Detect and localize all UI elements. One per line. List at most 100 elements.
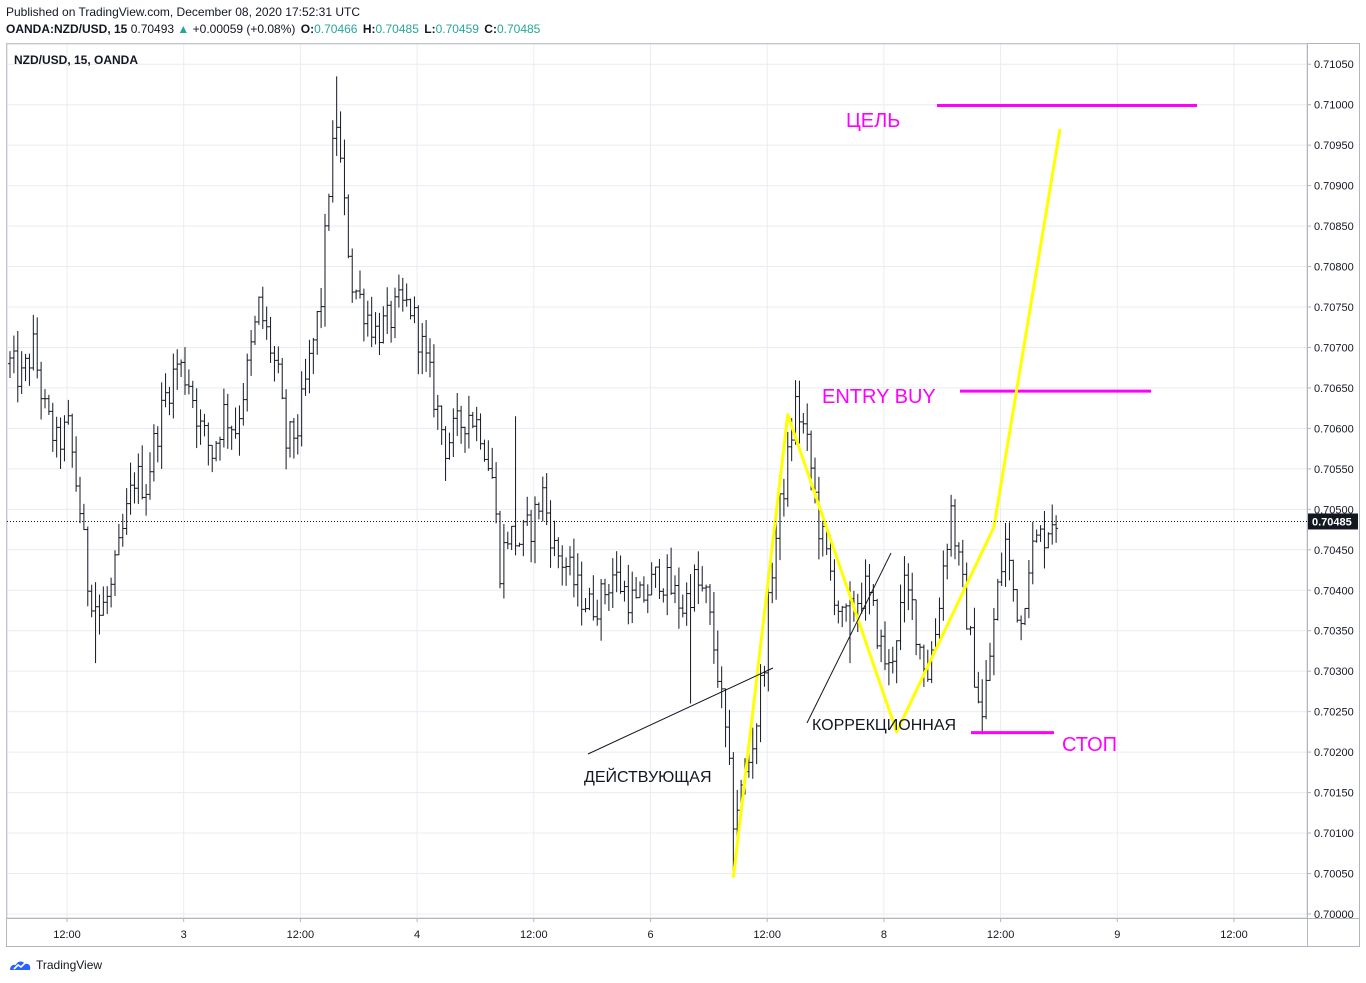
plot-area[interactable]: [6, 43, 1308, 919]
ohlc-bar: [960, 539, 965, 588]
ohlc-bar: [490, 447, 495, 479]
ohlc-bar: [731, 752, 736, 878]
price-tick-label: 0.70900: [1314, 181, 1354, 193]
ohlc-bar: [93, 582, 98, 664]
price-tick-label: 0.70150: [1314, 788, 1354, 800]
ohlc-bar: [463, 426, 467, 453]
ohlc-bar: [354, 289, 359, 300]
ohlc-bar: [470, 411, 475, 429]
ohlc-bar: [634, 576, 639, 599]
ohlc-bar: [299, 371, 304, 447]
ohlc-bar: [1046, 532, 1051, 549]
ohlc-bar: [902, 556, 907, 623]
ohlc-bar: [735, 789, 740, 838]
ohlc-bar: [603, 578, 607, 605]
ohlc-bar: [393, 287, 397, 339]
price-tick-label: 0.70800: [1314, 262, 1354, 274]
ohlc-bar: [253, 315, 257, 345]
ohlc-bar: [1019, 615, 1024, 641]
ohlc-bar: [501, 524, 506, 599]
ohlc-bar: [886, 649, 891, 686]
ohlc-bar: [334, 76, 339, 156]
ohlc-bar: [661, 588, 666, 603]
entry-buy-label: ENTRY BUY: [822, 386, 936, 408]
ohlc-bar: [404, 283, 409, 307]
ohlc-bar: [956, 542, 961, 566]
ohlc-bar: [183, 347, 187, 395]
last-price-value: 0.70493: [130, 22, 175, 36]
price-tick-label: 0.71050: [1314, 59, 1354, 71]
ohlc-bar: [968, 625, 973, 636]
ohlc-bar: [708, 583, 712, 625]
ohlc-bar: [875, 598, 880, 649]
ohlc-bar: [319, 287, 324, 329]
ohlc-bar: [1030, 521, 1035, 585]
ohlc-bar: [610, 558, 615, 608]
ohlc-bar: [416, 305, 421, 375]
ohlc-bar: [719, 666, 724, 709]
ohlc-bar: [144, 484, 149, 516]
ohlc-bar: [1026, 560, 1031, 619]
ohlc-bar: [136, 453, 141, 504]
ohlc-bar: [369, 296, 374, 348]
time-tick-label: 12:00: [1220, 929, 1248, 941]
ohlc-bar: [249, 329, 254, 376]
last-price-label-bg: [1308, 513, 1358, 530]
price-tick-label: 0.70050: [1314, 868, 1354, 880]
ohlc-bar: [66, 399, 71, 425]
ohlc-bar: [373, 312, 378, 345]
ohlc-bar: [155, 426, 160, 463]
ohlc-bar: [688, 574, 693, 704]
ohlc-bar: [62, 415, 67, 462]
ohlc-bar: [949, 494, 954, 557]
price-tick-label: 0.70250: [1314, 707, 1354, 719]
ohlc-bar: [587, 587, 592, 611]
ohlc-bar: [8, 351, 12, 378]
ohlc-bar: [945, 543, 950, 580]
ohlc-bar: [1015, 589, 1020, 623]
symbol-ohlc-header: OANDA:NZD/USD, 15 0.70493 ▲ +0.00059 (+0…: [6, 22, 540, 36]
ohlc-bar: [435, 394, 440, 430]
price-axis[interactable]: 0.71050 0.71000 0.70950 0.70900 0.70850 0.708…: [1307, 59, 1354, 921]
driving-wave-label: ДЕЙСТВУЮЩАЯ: [584, 767, 712, 786]
ohlc-bar: [778, 493, 782, 561]
time-axis[interactable]: 12:00 3 12:00 4 12:00 6 12:00 8 12:00 9 12:00: [53, 918, 1248, 941]
ohlc-bar: [27, 353, 32, 386]
drawings: ЦЕЛЬ ENTRY BUY СТОП КОРРЕКЦИОННАЯ ДЕЙСТВУЮЩА…: [584, 104, 1197, 878]
ohlc-bar: [109, 577, 114, 608]
ohlc-bar: [840, 605, 845, 628]
ohlc-bar: [591, 575, 596, 621]
ohlc-bar: [260, 286, 265, 330]
ohlc-bar: [929, 641, 934, 684]
price-chart[interactable]: 0.71050 0.71000 0.70950 0.70900 0.70850 0.708…: [0, 0, 1366, 950]
ohlc-bar: [871, 584, 876, 606]
ohlc-bar: [1007, 522, 1012, 581]
tradingview-logo-icon: [10, 961, 31, 970]
ohlc-bar: [657, 558, 662, 600]
ohlc-bar: [194, 388, 199, 449]
ohlc-bar: [509, 525, 514, 551]
ohlc-bar: [622, 580, 627, 602]
ohlc-bar: [579, 561, 584, 626]
ohlc-bar: [995, 578, 1000, 621]
ohlc-bar: [291, 417, 296, 459]
ohlc-bar: [214, 440, 219, 462]
ohlc-bar: [906, 563, 911, 611]
ohlc-bar: [953, 499, 957, 560]
ohlc-bar: [618, 555, 623, 594]
ohlc-bar: [412, 296, 417, 324]
ohlc-bars: [8, 76, 1059, 878]
ohlc-bar: [74, 436, 79, 492]
ohlc-bar: [474, 406, 479, 442]
ohlc-bar: [389, 300, 394, 343]
symbol-title[interactable]: OANDA:NZD/USD, 15: [6, 22, 128, 36]
ohlc-bar: [723, 688, 728, 748]
tradingview-brand[interactable]: TradingView: [8, 956, 102, 974]
ohlc-bar: [323, 213, 327, 327]
ohlc-bar: [498, 510, 502, 589]
price-tick-label: 0.70850: [1314, 221, 1354, 233]
ohlc-bar: [999, 552, 1004, 587]
brand-name: TradingView: [36, 958, 103, 972]
time-tick-label: 12:00: [520, 929, 548, 941]
time-tick-label: 3: [181, 929, 187, 941]
